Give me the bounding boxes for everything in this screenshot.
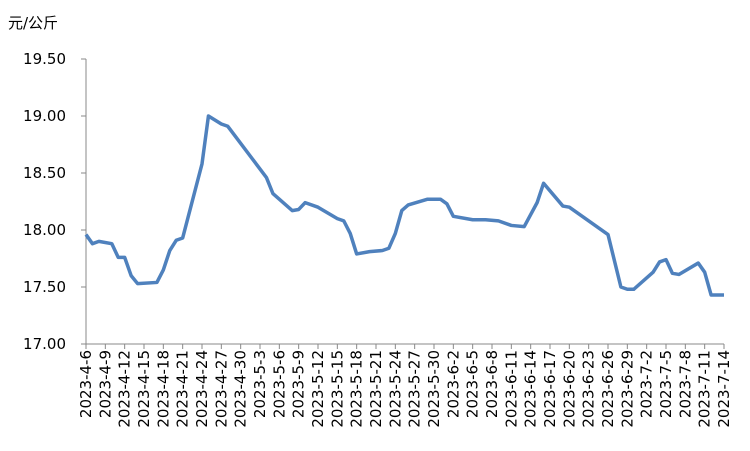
x-tick-label: 2023-5-27	[406, 350, 424, 428]
x-tick-label: 2023-6-17	[541, 350, 559, 428]
x-tick-label: 2023-5-21	[367, 350, 385, 428]
x-tick-label: 2023-4-27	[212, 350, 230, 428]
data-line	[84, 114, 724, 297]
x-tick-label: 2023-4-12	[116, 350, 134, 428]
y-tick-label: 18.50	[23, 164, 66, 182]
x-tick-label: 2023-7-2	[638, 350, 656, 418]
x-tick-label: 2023-5-18	[348, 350, 366, 428]
x-tick-label: 2023-6-8	[483, 350, 501, 418]
x-tick-label: 2023-5-9	[290, 350, 308, 418]
x-tick-label: 2023-4-24	[193, 350, 211, 428]
x-tick-label: 2023-7-5	[657, 350, 675, 418]
x-tick-label: 2023-6-14	[522, 350, 540, 428]
y-tick-label: 17.50	[23, 278, 66, 296]
x-tick-label: 2023-4-21	[174, 350, 192, 428]
x-tick-label: 2023-6-5	[464, 350, 482, 418]
x-tick-label: 2023-4-9	[96, 350, 114, 418]
x-tick-label: 2023-7-11	[696, 350, 714, 428]
x-tick-label: 2023-5-6	[270, 350, 288, 418]
x-tick-label: 2023-6-23	[580, 350, 598, 428]
x-tick-label: 2023-4-6	[77, 350, 95, 418]
y-tick-label: 17.00	[23, 335, 66, 353]
y-axis-label: 元/公斤	[8, 14, 58, 32]
x-tick-label: 2023-6-11	[502, 350, 520, 428]
y-tick-label: 18.00	[23, 221, 66, 239]
y-tick-label: 19.00	[23, 107, 66, 125]
x-tick-label: 2023-5-3	[251, 350, 269, 418]
x-tick-label: 2023-5-30	[425, 350, 443, 428]
x-tick-label: 2023-5-12	[309, 350, 327, 428]
x-tick-label: 2023-4-15	[135, 350, 153, 428]
x-tick-label: 2023-6-20	[560, 350, 578, 428]
x-tick-label: 2023-5-15	[328, 350, 346, 428]
x-tick-label: 2023-7-8	[676, 350, 694, 418]
x-tick-label: 2023-4-30	[232, 350, 250, 428]
x-tick-label: 2023-6-2	[444, 350, 462, 418]
x-tick-label: 2023-7-14	[715, 350, 733, 428]
x-tick-label: 2023-5-24	[386, 350, 404, 428]
x-tick-label: 2023-4-18	[154, 350, 172, 428]
x-tick-label: 2023-6-26	[599, 350, 617, 428]
x-tick-label: 2023-6-29	[618, 350, 636, 428]
y-tick-label: 19.50	[23, 50, 66, 68]
